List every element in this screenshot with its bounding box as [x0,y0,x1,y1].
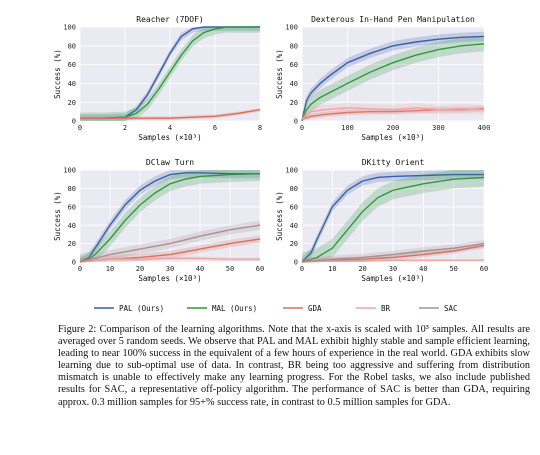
x-axis-label: Samples (×10³) [138,274,201,283]
series-line-sac [79,224,261,263]
y-tick-label: 80 [290,185,298,193]
y-tick-label: 100 [285,24,298,32]
series-line-mal [301,43,485,122]
legend-label-br: BR [381,304,391,313]
series-line-gda [80,109,261,119]
y-tick-label: 40 [68,222,76,230]
series-line-pal [301,173,484,263]
subplot-title: Reacher (7DOF) [136,15,203,24]
x-tick-label: 10 [328,265,336,273]
series-line-mal [80,26,260,119]
y-axis-label: Success (%) [275,191,284,241]
y-tick-label: 0 [294,118,298,126]
confidence-band-gda [302,242,484,262]
y-tick-label: 0 [72,118,76,126]
confidence-band-sac [302,239,484,262]
x-tick-label: 20 [136,265,144,273]
confidence-band-mal [80,27,260,121]
confidence-band-br [80,256,260,262]
x-tick-label: 300 [432,124,445,132]
legend-label-gda: GDA [308,304,322,313]
x-tick-label: 40 [196,265,204,273]
x-axis-label: Samples (×10³) [361,133,424,142]
subplot-4: 0 20 40 60 80 100 0 10 20 30 40 50 60 DKitty Orient Sa… [275,158,488,283]
y-axis-label: Success (%) [53,191,62,241]
series-line-mal [79,173,261,263]
series-line-pal [79,172,260,263]
y-tick-label: 80 [68,42,76,50]
confidence-band-pal [302,170,484,262]
y-tick-label: 20 [290,240,298,248]
confidence-band-pal [302,31,484,122]
y-tick-label: 40 [290,222,298,230]
confidence-band-gda [80,107,260,121]
y-tick-label: 40 [68,80,76,88]
x-tick-label: 8 [258,124,262,132]
series-line-br [301,259,484,263]
y-tick-label: 100 [63,24,76,32]
x-tick-label: 50 [226,265,234,273]
subplot-title: DKitty Orient [362,158,425,167]
x-axis-label: Samples (×10³) [361,274,424,283]
subplot-3: 0 20 40 60 80 100 0 10 20 30 40 50 60 DClaw Turn Sampl… [53,158,264,283]
y-tick-label: 0 [294,259,298,267]
x-tick-label: 400 [478,124,491,132]
x-tick-label: 6 [213,124,217,132]
y-tick-label: 20 [290,99,298,107]
subplot-2: 0 20 40 60 80 100 0 100 200 300 400 Dexterous In-Ha… [275,15,490,142]
series-line-br [79,257,260,263]
x-tick-label: 0 [78,124,82,132]
y-tick-label: 60 [290,203,298,211]
series-line-sac [301,242,485,263]
legend-label-mal: MAL (Ours) [212,304,257,313]
caption-text: Comparison of the learning algorithms. N… [58,324,531,408]
x-tick-label: 200 [387,124,400,132]
x-tick-label: 40 [419,265,427,273]
series-line-pal [301,35,485,122]
y-tick-label: 20 [68,99,76,107]
subplot-title: Dexterous In-Hand Pen Manipulation [311,15,475,24]
y-tick-label: 60 [68,61,76,69]
subplot-title: DClaw Turn [146,158,194,167]
y-tick-label: 80 [68,185,76,193]
x-tick-label: 50 [449,265,457,273]
x-tick-label: 30 [166,265,174,273]
subplot-1: 0 20 40 60 80 100 0 2 4 6 8 Reacher (7DOF) Samples (… [53,15,262,142]
x-tick-label: 4 [168,124,172,132]
caption-label: Figure 2: [58,324,97,335]
confidence-band-mal [80,170,260,262]
series-line-mal [301,176,485,263]
x-tick-label: 30 [389,265,397,273]
y-axis-label: Success (%) [275,49,284,99]
y-tick-label: 80 [290,42,298,50]
x-tick-label: 20 [358,265,366,273]
figure-caption: Figure 2: Comparison of the learning alg… [58,324,530,409]
y-tick-label: 60 [290,61,298,69]
x-tick-label: 60 [256,265,264,273]
legend-label-sac: SAC [444,304,458,313]
y-tick-label: 100 [285,167,298,175]
y-tick-label: 60 [68,203,76,211]
legend-label-pal: PAL (Ours) [119,304,164,313]
confidence-band-gda [80,235,260,262]
x-tick-label: 0 [300,124,304,132]
x-tick-label: 10 [106,265,114,273]
x-tick-label: 0 [300,265,304,273]
x-tick-label: 2 [123,124,127,132]
y-tick-label: 20 [68,240,76,248]
x-tick-label: 100 [341,124,354,132]
y-axis-label: Success (%) [53,49,62,99]
series-line-gda [301,244,485,263]
series-line-br [301,107,485,120]
x-axis-label: Samples (×10³) [138,133,201,142]
x-tick-label: 0 [78,265,82,273]
legend: PAL (Ours) MAL (Ours) GDA BR SAC [94,304,458,313]
y-tick-label: 100 [63,167,76,175]
y-tick-label: 0 [72,259,76,267]
y-tick-label: 40 [290,80,298,88]
x-tick-label: 60 [480,265,488,273]
confidence-band-mal [302,170,484,262]
